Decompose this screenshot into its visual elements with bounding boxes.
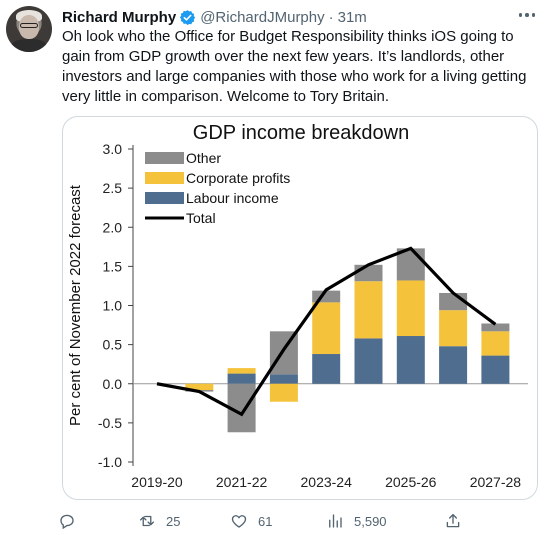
bar-labour-income [227,373,256,384]
bar-labour-income [312,354,341,384]
y-tick-label: -0.5 [98,415,122,431]
bar-labour-income [439,346,468,384]
retweet-icon [139,515,155,527]
bar-corporate-profits [481,331,510,356]
bar-corporate-profits [185,383,214,391]
retweet-button[interactable]: 25 [138,508,180,534]
chart-title: GDP income breakdown [193,122,409,144]
bar-corporate-profits [227,368,256,374]
total-line [156,246,497,417]
tweet-text: Oh look who the Office for Budget Respon… [62,28,527,105]
y-tick-label: 3.0 [103,141,123,157]
bar-labour-income [396,336,425,384]
bar-labour-income [354,338,383,384]
verified-badge-icon [180,9,196,25]
reply-icon [60,514,74,530]
legend-label-total: Total [186,210,216,226]
views-icon [329,514,342,528]
bar-corporate-profits [396,280,425,337]
chart-svg: GDP income breakdown Per cent of November… [67,122,528,490]
avatar-shirt [11,39,47,52]
y-axis-label: Per cent of November 2022 forecast [67,184,84,426]
x-tick-label: 2021-22 [216,474,268,490]
y-tick-label: 2.5 [103,180,123,196]
x-tick-label: 2023-24 [301,474,353,490]
bar-corporate-profits [439,310,468,347]
x-tick-label: 2025-26 [385,474,437,490]
bar-other [396,248,425,281]
y-tick-label: 0.0 [103,376,123,392]
tweet-timestamp[interactable]: 31m [337,8,367,26]
bar-other [354,264,383,282]
like-count: 61 [258,513,273,529]
legend-swatch-labour-income [145,192,184,204]
views-count: 5,590 [354,513,387,529]
legend-swatch-other [145,152,184,164]
share-icon [446,513,460,528]
avatar[interactable] [6,6,52,52]
bar-labour-income [269,374,298,384]
bar-corporate-profits [269,383,298,402]
separator-dot: · [328,8,334,26]
x-tick-label: 2019-20 [131,474,183,490]
author-name[interactable]: Richard Murphy [62,8,177,26]
x-tick-label: 2027-28 [470,474,522,490]
bar-other [312,290,341,303]
legend-label-other: Other [186,150,221,166]
tweet-header: Richard Murphy @RichardJMurphy · 31m [62,7,510,27]
author-handle[interactable]: @RichardJMurphy [200,8,325,26]
y-tick-label: -1.0 [98,454,122,470]
heart-icon [231,515,247,528]
legend-label-labour-income: Labour income [186,190,279,206]
y-tick-label: 0.5 [103,337,123,353]
legend-swatch-corporate-profits [145,172,184,184]
legend-label-corporate-profits: Corporate profits [186,170,290,186]
bar-labour-income [481,355,510,384]
views-button[interactable]: 5,590 [326,508,387,534]
bar-other [481,323,510,332]
retweet-count: 25 [166,513,181,529]
bar-corporate-profits [312,302,341,355]
y-tick-label: 2.0 [103,219,123,235]
reply-button[interactable] [58,508,86,534]
bar-corporate-profits [354,281,383,339]
share-button[interactable] [444,508,472,534]
like-button[interactable]: 61 [230,508,272,534]
avatar-glasses [20,23,38,28]
y-tick-label: 1.5 [103,258,123,274]
action-bar: 25 61 5,590 [58,508,478,534]
y-tick-label: 1.0 [103,298,123,314]
more-options-icon[interactable] [516,6,538,24]
tweet-media-chart[interactable]: GDP income breakdown Per cent of November… [62,116,538,500]
